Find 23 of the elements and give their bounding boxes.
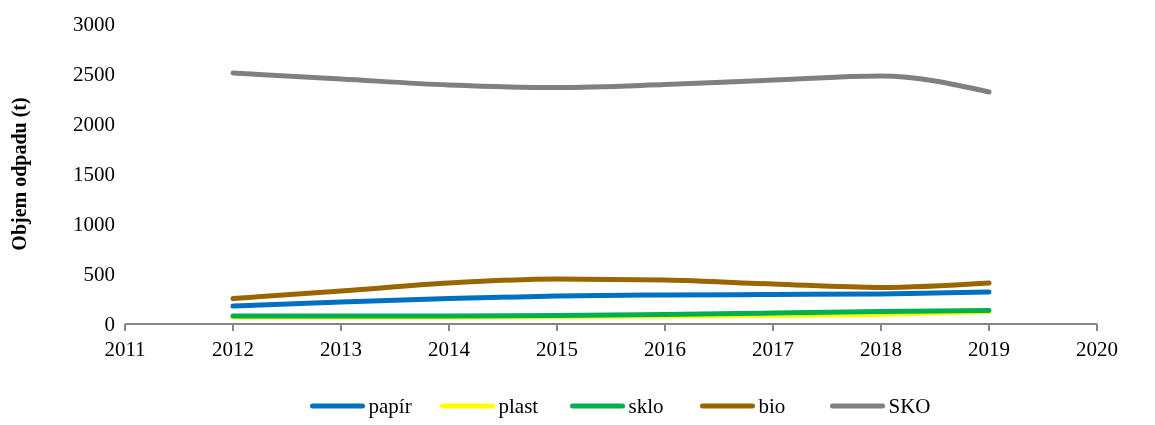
x-tick-label: 2017 xyxy=(752,337,794,361)
x-tick-label: 2013 xyxy=(320,337,362,361)
x-tick-label: 2016 xyxy=(644,337,686,361)
y-tick-label: 0 xyxy=(104,312,115,336)
x-tick-label: 2018 xyxy=(860,337,902,361)
y-tick-label: 2000 xyxy=(73,112,115,136)
legend-label: SKO xyxy=(888,394,931,418)
x-tick-label: 2020 xyxy=(1076,337,1118,361)
x-tick-label: 2015 xyxy=(536,337,578,361)
x-tick-label: 2014 xyxy=(428,337,471,361)
x-tick-label: 2011 xyxy=(104,337,146,361)
legend-label: papír xyxy=(368,394,412,418)
legend-label: sklo xyxy=(628,394,664,418)
y-axis-title: Objem odpadu (t) xyxy=(8,97,31,251)
y-tick-label: 2500 xyxy=(73,62,115,86)
x-tick-label: 2012 xyxy=(212,337,254,361)
y-tick-label: 3000 xyxy=(73,12,115,36)
x-tick-label: 2019 xyxy=(968,337,1010,361)
y-tick-label: 1000 xyxy=(73,212,115,236)
legend-label: bio xyxy=(758,394,786,418)
y-tick-label: 1500 xyxy=(73,162,115,186)
y-tick-label: 500 xyxy=(83,262,115,286)
legend-label: plast xyxy=(498,394,539,418)
